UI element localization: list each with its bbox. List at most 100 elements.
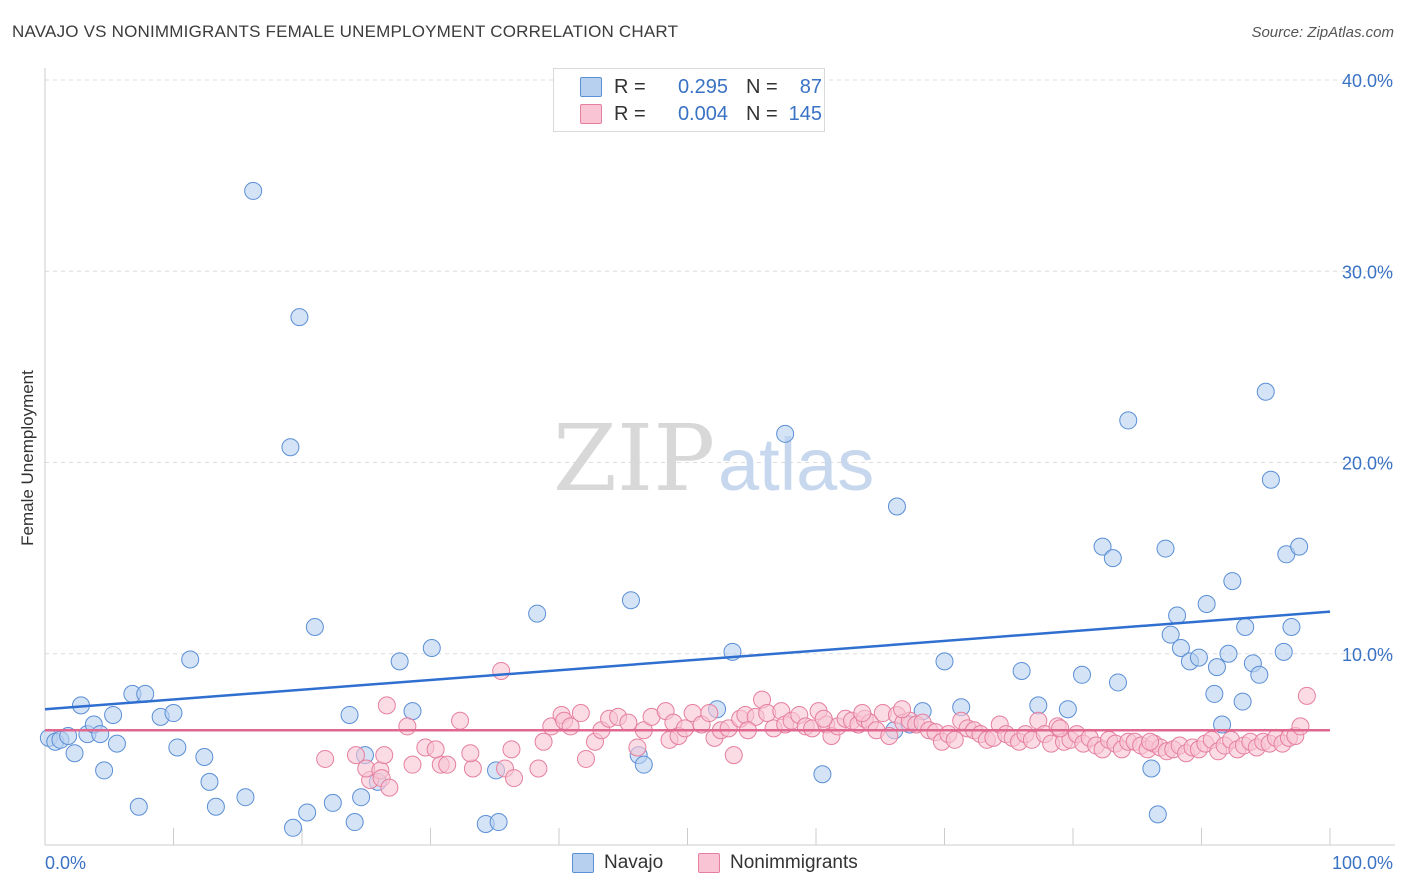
chart-title: NAVAJO VS NONIMMIGRANTS FEMALE UNEMPLOYM… bbox=[12, 22, 679, 41]
nonimmigrants-point bbox=[380, 778, 399, 797]
navajo-point bbox=[1256, 382, 1275, 401]
legend: R = 0.295 N = 87 R = 0.004 N = 145 bbox=[553, 68, 825, 132]
nonimmigrants-point bbox=[529, 759, 548, 778]
navajo-point bbox=[1207, 658, 1226, 677]
legend-r-label: R = bbox=[614, 75, 646, 98]
legend-swatch-nonimmigrants bbox=[580, 104, 602, 124]
navajo-point bbox=[887, 497, 906, 516]
nonimmigrants-point bbox=[346, 746, 365, 765]
navajo-point bbox=[1072, 665, 1091, 684]
navajo-point bbox=[1236, 617, 1255, 636]
navajo-point bbox=[813, 765, 832, 784]
bottom-legend-navajo: Navajo bbox=[572, 852, 663, 874]
navajo-point bbox=[1119, 411, 1138, 430]
navajo-point bbox=[1142, 759, 1161, 778]
watermark-atlas: atlas bbox=[718, 423, 874, 506]
navajo-point bbox=[489, 813, 508, 832]
navajo-point bbox=[107, 734, 126, 753]
navajo-point bbox=[236, 788, 255, 807]
navajo-point bbox=[1058, 700, 1077, 719]
nonimmigrants-point bbox=[1297, 686, 1316, 705]
navajo-point bbox=[298, 803, 317, 822]
navajo-point bbox=[181, 650, 200, 669]
navajo-point bbox=[65, 744, 84, 763]
navajo-point bbox=[1274, 642, 1293, 661]
navajo-point bbox=[422, 639, 441, 658]
navajo-point bbox=[1189, 648, 1208, 667]
bottom-legend-swatch-navajo bbox=[572, 853, 594, 873]
trend-lines bbox=[44, 610, 1331, 732]
navajo-point bbox=[340, 705, 359, 724]
nonimmigrants-point bbox=[571, 704, 590, 723]
navajo-point bbox=[200, 772, 219, 791]
navajo-point bbox=[104, 705, 123, 724]
x-tick-label-min: 0.0% bbox=[45, 853, 86, 873]
nonimmigrants-point bbox=[719, 719, 738, 738]
data-points bbox=[39, 181, 1316, 837]
navajo-point bbox=[195, 748, 214, 767]
axes bbox=[44, 68, 1395, 846]
navajo-point bbox=[1161, 625, 1180, 644]
legend-r-label: R = bbox=[614, 102, 646, 125]
navajo-point bbox=[164, 704, 183, 723]
y-tick-label: 30.0% bbox=[1342, 262, 1393, 282]
navajo-point bbox=[1219, 644, 1238, 663]
nonimmigrants-point bbox=[375, 746, 394, 765]
y-tick-label: 40.0% bbox=[1342, 71, 1393, 91]
nonimmigrants-point bbox=[403, 755, 422, 774]
nonimmigrants-point bbox=[502, 740, 521, 759]
navajo-point bbox=[1205, 684, 1224, 703]
nonimmigrants-point bbox=[451, 711, 470, 730]
y-tick-label: 10.0% bbox=[1342, 645, 1393, 665]
nonimmigrants-point bbox=[700, 704, 719, 723]
navajo-point bbox=[91, 725, 110, 744]
nonimmigrants-point bbox=[426, 740, 445, 759]
y-axis-label: Female Unemployment bbox=[18, 370, 37, 546]
navajo-point bbox=[284, 818, 303, 837]
navajo-point bbox=[168, 738, 187, 757]
nonimmigrants-point bbox=[316, 749, 335, 768]
source-label: Source: ZipAtlas.com bbox=[1251, 24, 1394, 41]
navajo-point bbox=[352, 788, 371, 807]
navajo-point bbox=[1223, 572, 1242, 591]
navajo-point bbox=[244, 181, 263, 200]
nonimmigrants-point bbox=[724, 746, 743, 765]
navajo-point bbox=[1197, 595, 1216, 614]
navajo-point bbox=[390, 652, 409, 671]
grid-lines bbox=[45, 79, 1395, 655]
nonimmigrants-point bbox=[1141, 732, 1160, 751]
y-tick-label: 20.0% bbox=[1342, 454, 1393, 474]
legend-swatch-navajo bbox=[580, 77, 602, 97]
nonimmigrants-point bbox=[628, 738, 647, 757]
nonimmigrants-point bbox=[438, 755, 457, 774]
navajo-point bbox=[1171, 639, 1190, 658]
nonimmigrants-point bbox=[619, 713, 638, 732]
bottom-legend-nonimmigrants: Nonimmigrants bbox=[698, 852, 858, 874]
x-tick-label-max: 100.0% bbox=[1332, 853, 1393, 873]
nonimmigrants-point bbox=[1291, 717, 1310, 736]
navajo-point bbox=[1168, 606, 1187, 625]
navajo-point bbox=[1233, 692, 1252, 711]
nonimmigrants-point bbox=[1051, 719, 1070, 738]
legend-row-nonimmigrants: R = 0.004 N = 145 bbox=[580, 101, 822, 127]
legend-r-value: 0.295 bbox=[677, 75, 728, 98]
bottom-legend-swatch-nonimmigrants bbox=[698, 853, 720, 873]
nonimmigrants-point bbox=[880, 726, 899, 745]
navajo-point bbox=[1156, 539, 1175, 558]
navajo-point bbox=[634, 755, 653, 774]
navajo-point bbox=[95, 761, 114, 780]
navajo-point bbox=[776, 424, 795, 443]
navajo-point bbox=[323, 793, 342, 812]
legend-r-value: 0.004 bbox=[677, 102, 728, 125]
navajo-point bbox=[206, 797, 225, 816]
nonimmigrants-point bbox=[377, 696, 396, 715]
nonimmigrants-point bbox=[814, 709, 833, 728]
navajo-point bbox=[1213, 715, 1232, 734]
bottom-legend-label-navajo: Navajo bbox=[604, 852, 664, 873]
tick-labels: 10.0% 20.0% 30.0% 40.0% 0.0% 100.0% bbox=[45, 71, 1393, 873]
nonimmigrants-point bbox=[398, 717, 417, 736]
navajo-point bbox=[528, 604, 547, 623]
nonimmigrants-point bbox=[675, 719, 694, 738]
navajo-point bbox=[290, 308, 309, 327]
